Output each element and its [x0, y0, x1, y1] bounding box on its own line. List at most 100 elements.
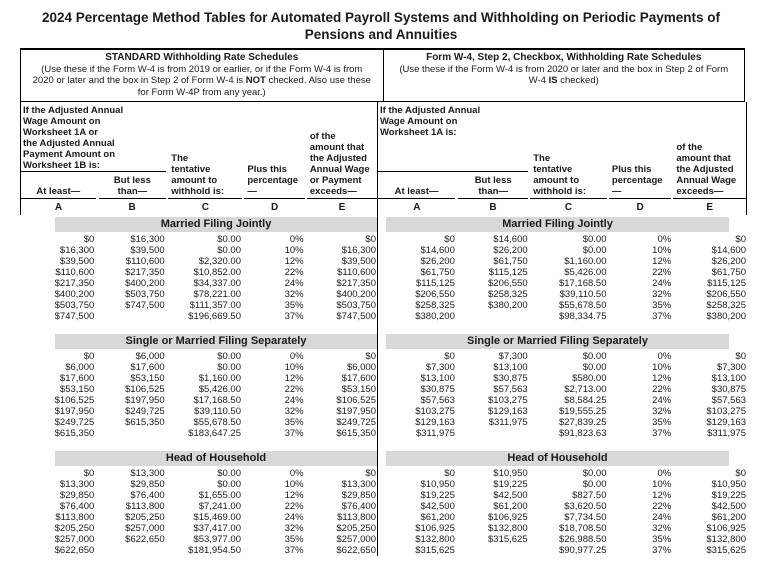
table-cell: $26,988.50 [558, 534, 607, 545]
table-row: $0 $6,000 $0.00 0% $0 [20, 351, 377, 362]
wage-amount-header-group: If the Adjusted Annual Wage Amount on Wo… [378, 105, 529, 199]
table-cell: 32% [652, 406, 672, 417]
table-row: $76,400 $113,800 $7,241.00 22% $76,400 [20, 501, 377, 512]
table-cell: $249,725 [54, 417, 95, 428]
table-cell: $0.00 [582, 468, 607, 479]
column-letter: B [128, 202, 136, 213]
desc-text: checked) [557, 75, 599, 86]
table-cell: $380,200 [488, 300, 528, 311]
table-row: $615,350 $183,647.25 37% $615,350 [20, 428, 377, 439]
table-cell: $17,168.50 [558, 278, 607, 289]
table-cell: $258,325 [488, 289, 528, 300]
column-letter: D [636, 202, 644, 213]
rate-section: Head of Household $0 $13,300 $0.00 0% $0 $13,3… [20, 451, 377, 556]
table-cell: $205,250 [125, 512, 165, 523]
wage-amount-header-group: If the Adjusted Annual Wage Amount on Wo… [21, 105, 167, 199]
table-cell: $39,500 [341, 256, 376, 267]
col-header-at-least: At least— [378, 183, 456, 199]
section-rows: $0 $10,950 $0.00 0% $0 $10,950 $19,225 $0.00 10%… [378, 466, 747, 556]
table-row: $110,600 $217,350 $10,852.00 22% $110,600 [20, 267, 377, 278]
table-row: $13,100 $30,875 $580.00 12% $13,100 [378, 373, 747, 384]
table-row: $42,500 $61,200 $3,620.50 22% $42,500 [378, 501, 747, 512]
table-cell: $57,563 [420, 395, 455, 406]
section-rows: $0 $6,000 $0.00 0% $0 $6,000 $17,600 $0.00 10% $6… [20, 349, 377, 439]
table-cell: $13,100 [420, 373, 455, 384]
table-cell: $129,163 [706, 417, 746, 428]
col-header-at-least: At least— [21, 183, 96, 199]
table-cell: $30,875 [420, 384, 455, 395]
table-cell: $26,200 [711, 256, 746, 267]
table-cell: $315,625 [488, 534, 528, 545]
table-cell: $181,954.50 [188, 545, 241, 556]
table-cell: $615,350 [54, 428, 95, 439]
table-row: $13,300 $29,850 $0.00 10% $13,300 [20, 479, 377, 490]
table-cell: $206,550 [488, 278, 528, 289]
table-cell: $90,977.25 [558, 545, 607, 556]
table-cell: 12% [652, 373, 672, 384]
table-cell: $42,500 [711, 501, 746, 512]
table-cell: $76,400 [59, 501, 95, 512]
table-cell: $0.00 [217, 479, 241, 490]
table-cell: $106,525 [54, 395, 95, 406]
table-cell: $132,800 [706, 534, 746, 545]
table-cell: $249,725 [336, 417, 376, 428]
table-cell: $3,620.50 [564, 501, 607, 512]
table-cell: $37,417.00 [193, 523, 241, 534]
section-rows: $0 $16,300 $0.00 0% $0 $16,300 $39,500 $0.00 10%… [20, 232, 377, 322]
table-cell: 12% [284, 373, 304, 384]
table-cell: $217,350 [125, 267, 165, 278]
table-row: $206,550 $258,325 $39,110.50 32% $206,550 [378, 289, 747, 300]
table-cell [458, 428, 529, 439]
table-cell: $17,168.50 [193, 395, 241, 406]
table-cell: $15,469.00 [193, 512, 241, 523]
table-cell: $380,200 [415, 311, 455, 322]
standard-schedule-description: (Use these if the Form W-4 is from 2019 … [31, 64, 373, 99]
table-cell: 0% [289, 234, 304, 245]
desc-text: checked. Also use these for Form W-4P fr… [137, 75, 371, 98]
table-cell: $0 [444, 351, 455, 362]
tables-body: If the Adjusted Annual Wage Amount on Wo… [20, 102, 747, 556]
section-rows: $0 $7,300 $0.00 0% $0 $7,300 $13,100 $0.00 10% $7… [378, 349, 747, 439]
rate-section: Married Filing Jointly $0 $16,300 $0.00 0% $0… [20, 217, 377, 322]
table-row: $17,600 $53,150 $1,160.00 12% $17,600 [20, 373, 377, 384]
table-cell: 22% [652, 267, 672, 278]
table-cell: $17,600 [59, 373, 95, 384]
table-cell: $5,426.00 [198, 384, 241, 395]
table-cell: $19,225 [493, 479, 528, 490]
table-cell: $55,678.50 [193, 417, 241, 428]
table-cell: $615,350 [336, 428, 376, 439]
table-cell: $57,563 [493, 384, 528, 395]
table-cell: 35% [284, 534, 304, 545]
table-cell: $311,975 [488, 417, 528, 428]
table-cell: $6,000 [65, 362, 95, 373]
table-cell: $57,563 [711, 395, 746, 406]
table-cell: $129,163 [415, 417, 455, 428]
table-cell: $129,163 [488, 406, 528, 417]
table-cell: $42,500 [493, 490, 528, 501]
table-cell: $16,300 [130, 234, 165, 245]
table-cell: 35% [652, 534, 672, 545]
section-title: Married Filing Jointly [55, 217, 377, 232]
table-cell: 37% [652, 311, 672, 322]
table-cell: $17,600 [341, 373, 376, 384]
table-cell: $16,300 [341, 245, 376, 256]
table-cell: $113,800 [125, 501, 165, 512]
rate-section: Single or Married Filing Separately $0 $7,… [378, 334, 747, 439]
table-cell: $315,625 [415, 545, 455, 556]
table-cell: $197,950 [54, 406, 95, 417]
table-cell [97, 545, 165, 556]
table-cell: $747,500 [54, 311, 95, 322]
table-cell: $747,500 [125, 300, 165, 311]
table-cell [458, 545, 529, 556]
table-cell: 22% [652, 384, 672, 395]
table-cell: $1,655.00 [198, 490, 241, 501]
table-cell: 0% [657, 468, 672, 479]
table-cell: $132,800 [488, 523, 528, 534]
table-row: $29,850 $76,400 $1,655.00 12% $29,850 [20, 490, 377, 501]
table-cell: $6,000 [135, 351, 165, 362]
table-cell: $29,850 [59, 490, 95, 501]
table-cell: $580.00 [572, 373, 607, 384]
checkbox-schedule-title: Form W-4, Step 2, Checkbox, Withholding … [426, 52, 702, 63]
table-cell: $16,300 [59, 245, 95, 256]
